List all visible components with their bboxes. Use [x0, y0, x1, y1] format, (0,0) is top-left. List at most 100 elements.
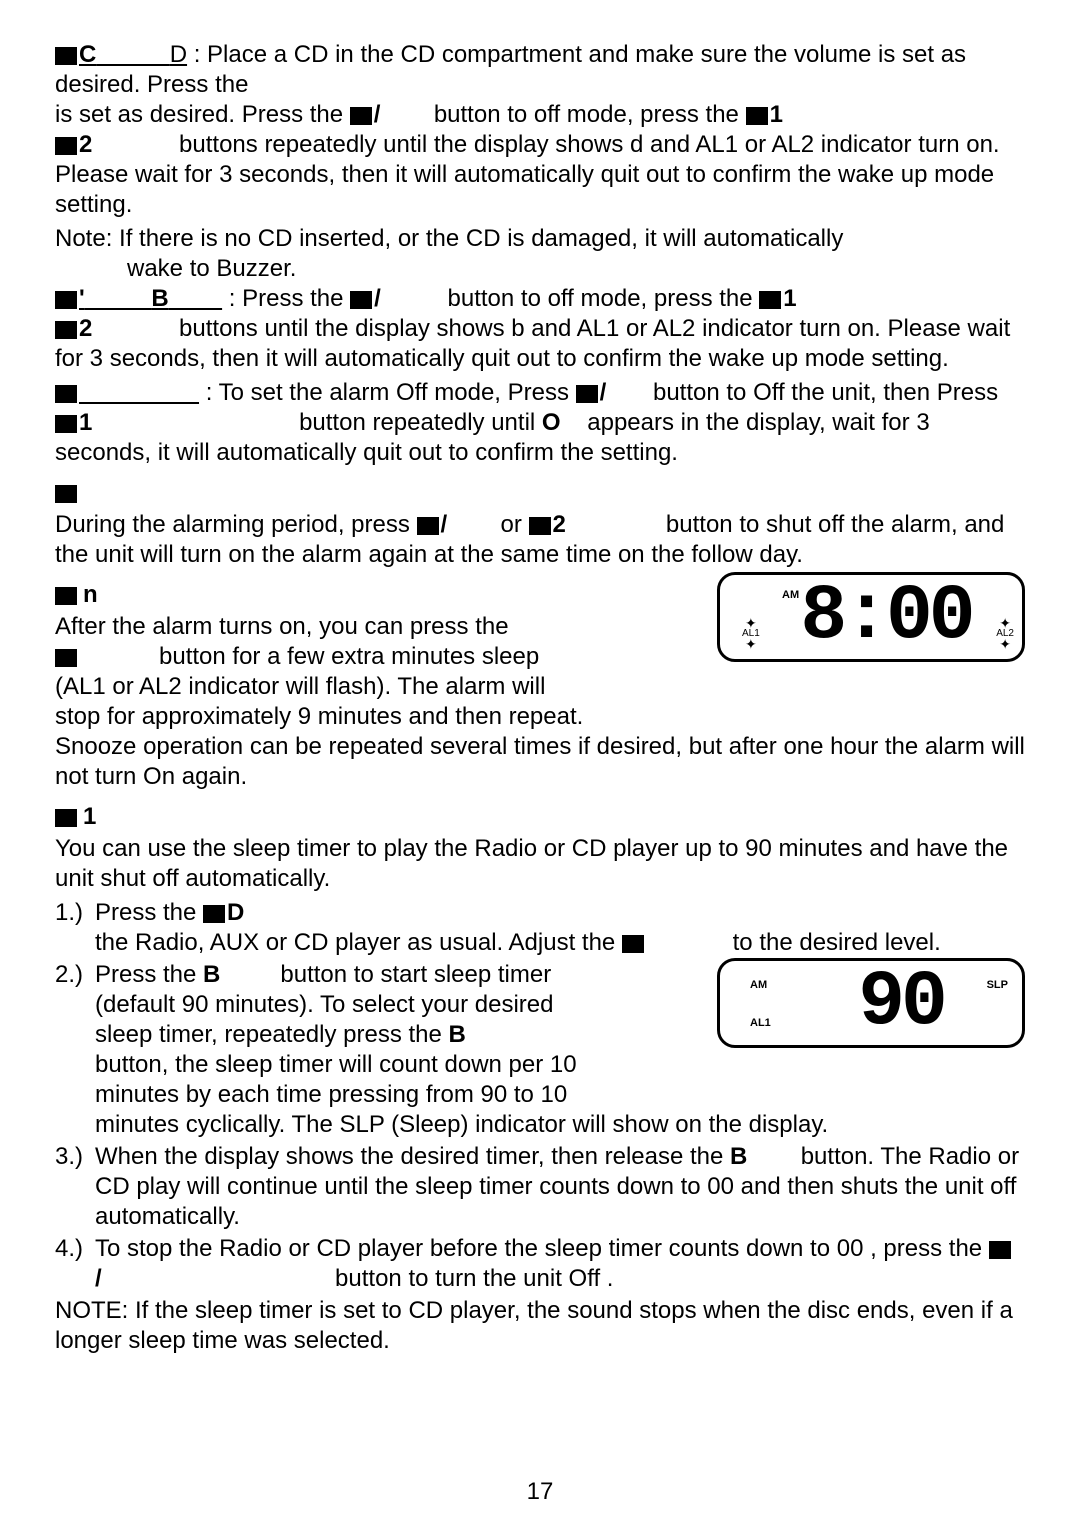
wake-cd-note1: Note: If there is no CD inserted, or the… — [55, 224, 1025, 254]
snooze-line2: button for a few extra minutes sleep — [55, 642, 695, 672]
alarm-or: or — [447, 511, 528, 538]
off-char: O — [542, 409, 561, 436]
btn-icon — [55, 321, 77, 339]
wake-buzzer-text2: button to off mode, press the — [381, 285, 759, 312]
alarm-off-heading — [55, 379, 199, 406]
heading-icon — [55, 485, 77, 503]
item2-g: minutes cyclically. The SLP (Sleep) indi… — [95, 1110, 1025, 1140]
item2-c: (default 90 minutes). To select your des… — [95, 990, 735, 1020]
wake-buzzer-spacer — [85, 285, 152, 312]
wake-buzzer-spacer2 — [169, 285, 222, 312]
snooze-line5: Snooze operation can be repeated several… — [55, 732, 1025, 792]
wake-buzzer-text3: buttons until the display shows b and AL… — [55, 315, 1010, 372]
wake-cd-note2: wake to Buzzer. — [55, 254, 1025, 284]
btn-bold8: 1 — [55, 409, 92, 436]
wake-buzzer-text1: : Press the — [222, 285, 350, 312]
wake-cd-c: C — [79, 41, 96, 68]
item2-e: button, the sleep timer will count down … — [95, 1050, 735, 1080]
lcd2-time: 90 — [858, 964, 944, 1042]
sleep-intro: You can use the sleep timer to play the … — [55, 834, 1025, 894]
snooze-line4: stop for approximately 9 minutes and the… — [55, 702, 1025, 732]
snooze-line1: After the alarm turns on, you can press … — [55, 612, 695, 642]
wake-cd-para: C D : Place a CD in the CD compartment a… — [55, 40, 1025, 220]
item3-a: When the display shows the desired timer… — [95, 1143, 730, 1170]
item2-btn1: B — [203, 961, 220, 988]
btn-icon — [203, 905, 225, 923]
lcd2-am: AM — [750, 979, 767, 993]
alarm-off-mid: button repeatedly until — [92, 409, 542, 436]
sleep-title: 1 — [55, 802, 1025, 832]
heading-icon — [55, 809, 77, 827]
lcd-display-2: AM SLP AL1 90 — [717, 958, 1025, 1048]
heading-icon — [55, 47, 77, 65]
item1-body: Press the D the Radio, AUX or CD player … — [95, 898, 1025, 958]
alarm-off-text2a: button to Off the unit, then Press — [606, 379, 998, 406]
btn-icon — [55, 415, 77, 433]
num-2: 2.) — [55, 960, 95, 1140]
item3-body: When the display shows the desired timer… — [95, 1142, 1025, 1232]
lcd-display-1: AM 8:00 ✦ AL1 ✦ ✦ AL2 ✦ — [717, 572, 1025, 662]
btn-icon — [350, 107, 372, 125]
btn-icon — [622, 935, 644, 953]
item2-b: button to start sleep timer — [220, 961, 551, 988]
btn-icon — [746, 107, 768, 125]
btn-bold5: 1 — [759, 285, 796, 312]
item2-line1: Press the B button to start sleep timer — [95, 960, 735, 990]
alarm-text1: During the alarming period, press — [55, 511, 417, 538]
btn-bold6: 2 — [55, 315, 92, 342]
item2-a: Press the — [95, 961, 203, 988]
wake-cd-d: D — [170, 41, 187, 68]
num-1: 1.) — [55, 898, 95, 958]
btn-bold4: / — [350, 285, 381, 312]
btn-icon — [55, 649, 77, 667]
item2-line3: sleep timer, repeatedly press the B — [95, 1020, 735, 1050]
snooze-btn — [55, 643, 79, 670]
item3-btn: B — [730, 1143, 747, 1170]
item4-a: To stop the Radio or CD player before th… — [95, 1235, 989, 1262]
btn-bold3: 2 — [55, 131, 92, 158]
btn-icon — [55, 137, 77, 155]
btn-bold2: 1 — [746, 101, 783, 128]
wake-buzzer-b: B — [151, 285, 168, 312]
btn-bold: / — [350, 101, 381, 128]
btn-bold10: 2 — [529, 511, 566, 538]
wake-buzzer-para: ' B : Press the / button to off mode, pr… — [55, 284, 1025, 374]
sleep-item-4: 4.) To stop the Radio or CD player befor… — [55, 1234, 1025, 1294]
lcd1-am: AM — [782, 589, 799, 603]
snooze-line3: (AL1 or AL2 indicator will flash). The a… — [55, 672, 695, 702]
sleep-note: NOTE: If the sleep timer is set to CD pl… — [55, 1296, 1025, 1356]
btn-bold9: / — [417, 511, 448, 538]
heading-icon — [55, 291, 77, 309]
item2-d: sleep timer, repeatedly press the — [95, 1021, 449, 1048]
heading-icon — [55, 385, 77, 403]
wake-cd-text2: is set as desired. Press the — [55, 101, 350, 128]
btn-bold7: / — [576, 379, 607, 406]
heading-icon — [55, 587, 77, 605]
num-4: 4.) — [55, 1234, 95, 1294]
lcd1-al2-icon: ✦ AL2 ✦ — [996, 617, 1014, 651]
item4-b: button to turn the unit Off . — [102, 1265, 614, 1292]
item4-body: To stop the Radio or CD player before th… — [95, 1234, 1025, 1294]
lcd2-slp: SLP — [987, 979, 1008, 993]
item1-btn: D — [203, 899, 244, 926]
item2-btn2: B — [449, 1021, 466, 1048]
alarm-off-para: : To set the alarm Off mode, Press / but… — [55, 378, 1025, 468]
wake-cd-text2b: button to off mode, press the — [380, 101, 745, 128]
btn-icon — [989, 1241, 1011, 1259]
item2-f: minutes by each time pressing from 90 to… — [95, 1080, 735, 1110]
num-3: 3.) — [55, 1142, 95, 1232]
alarm-section-title — [55, 478, 1025, 508]
btn-icon — [759, 291, 781, 309]
item1-vol — [622, 929, 646, 956]
lcd1-time: 8:00 — [800, 578, 971, 656]
lcd1-al1-icon: ✦ AL1 ✦ — [742, 617, 760, 651]
sleep-item-1: 1.) Press the D the Radio, AUX or CD pla… — [55, 898, 1025, 958]
page-number: 17 — [0, 1477, 1080, 1507]
btn-icon — [529, 517, 551, 535]
btn-icon — [417, 517, 439, 535]
alarm-off-text1: : To set the alarm Off mode, Press — [199, 379, 576, 406]
lcd2-al1: AL1 — [750, 1017, 771, 1031]
btn-icon — [576, 385, 598, 403]
item1-a: Press the — [95, 899, 203, 926]
alarm-section-para: During the alarming period, press / or 2… — [55, 510, 1025, 570]
